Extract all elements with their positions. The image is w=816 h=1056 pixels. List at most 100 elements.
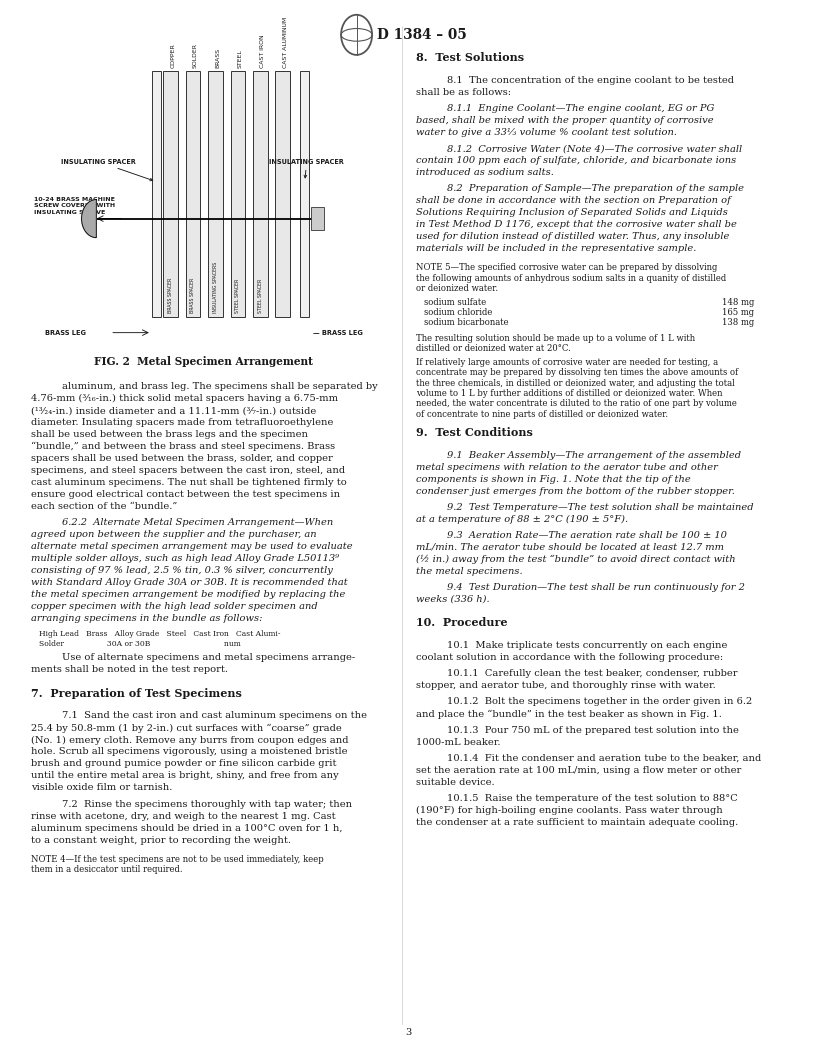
Text: set the aeration rate at 100 mL/min, using a flow meter or other: set the aeration rate at 100 mL/min, usi… <box>416 766 742 775</box>
Text: INSULATING SPACERS: INSULATING SPACERS <box>213 261 218 313</box>
Text: components is shown in Fig. 1. Note that the tip of the: components is shown in Fig. 1. Note that… <box>416 474 691 484</box>
Text: materials will be included in the representative sample.: materials will be included in the repres… <box>416 244 697 253</box>
Bar <box>276 71 290 317</box>
Text: 10.1.5  Raise the temperature of the test solution to 88°C: 10.1.5 Raise the temperature of the test… <box>447 794 738 803</box>
Text: If relatively large amounts of corrosive water are needed for testing, a: If relatively large amounts of corrosive… <box>416 358 718 367</box>
Text: SOLDER: SOLDER <box>193 42 198 68</box>
Text: diameter. Insulating spacers made from tetrafluoroethylene: diameter. Insulating spacers made from t… <box>31 418 334 428</box>
Text: sodium bicarbonate: sodium bicarbonate <box>424 319 509 327</box>
Text: 25.4 by 50.8-mm (1 by 2-in.) cut surfaces with “coarse” grade: 25.4 by 50.8-mm (1 by 2-in.) cut surface… <box>31 723 342 733</box>
Text: The resulting solution should be made up to a volume of 1 L with: The resulting solution should be made up… <box>416 334 695 343</box>
Text: in Test Method D 1176, except that the corrosive water shall be: in Test Method D 1176, except that the c… <box>416 220 737 229</box>
Text: or deionized water.: or deionized water. <box>416 284 499 293</box>
Text: coolant solution in accordance with the following procedure:: coolant solution in accordance with the … <box>416 653 724 662</box>
Text: arranging specimens in the bundle as follows:: arranging specimens in the bundle as fol… <box>31 615 263 623</box>
Text: concentrate may be prepared by dissolving ten times the above amounts of: concentrate may be prepared by dissolvin… <box>416 369 738 377</box>
Text: BRASS SPACER: BRASS SPACER <box>190 278 196 313</box>
Text: 9.  Test Conditions: 9. Test Conditions <box>416 427 533 437</box>
Text: CAST IRON: CAST IRON <box>260 34 265 68</box>
Text: 1000-mL beaker.: 1000-mL beaker. <box>416 737 501 747</box>
Text: multiple solder alloys, such as high lead Alloy Grade L50113⁹: multiple solder alloys, such as high lea… <box>31 554 339 563</box>
Text: 10-24 BRASS MACHINE
SCREW COVERED WITH
INSULATING SLEEVE: 10-24 BRASS MACHINE SCREW COVERED WITH I… <box>34 197 115 214</box>
Text: sodium chloride: sodium chloride <box>424 308 493 317</box>
Polygon shape <box>82 200 96 238</box>
Text: brush and ground pumice powder or fine silicon carbide grit: brush and ground pumice powder or fine s… <box>31 759 336 769</box>
Text: FIG. 2  Metal Specimen Arrangement: FIG. 2 Metal Specimen Arrangement <box>95 356 313 366</box>
Text: needed, the water concentrate is diluted to the ratio of one part by volume: needed, the water concentrate is diluted… <box>416 399 737 409</box>
Text: the metal specimen arrangement be modified by replacing the: the metal specimen arrangement be modifi… <box>31 590 345 599</box>
Text: spacers shall be used between the brass, solder, and copper: spacers shall be used between the brass,… <box>31 454 333 464</box>
Text: shall be as follows:: shall be as follows: <box>416 88 512 97</box>
Text: visible oxide film or tarnish.: visible oxide film or tarnish. <box>31 784 172 792</box>
Text: Solder                  30A or 30B                               num: Solder 30A or 30B num <box>39 640 241 648</box>
Text: water to give a 33⅓ volume % coolant test solution.: water to give a 33⅓ volume % coolant tes… <box>416 128 677 137</box>
Text: 7.2  Rinse the specimens thoroughly with tap water; then: 7.2 Rinse the specimens thoroughly with … <box>62 799 353 809</box>
Text: used for dilution instead of distilled water. Thus, any insoluble: used for dilution instead of distilled w… <box>416 232 730 241</box>
Text: rinse with acetone, dry, and weigh to the nearest 1 mg. Cast: rinse with acetone, dry, and weigh to th… <box>31 812 335 821</box>
Text: ensure good electrical contact between the test specimens in: ensure good electrical contact between t… <box>31 490 340 499</box>
Text: stopper, and aerator tube, and thoroughly rinse with water.: stopper, and aerator tube, and thoroughl… <box>416 681 716 691</box>
Text: — BRASS LEG: — BRASS LEG <box>313 329 363 336</box>
Text: STEEL: STEEL <box>237 49 243 68</box>
Text: until the entire metal area is bright, shiny, and free from any: until the entire metal area is bright, s… <box>31 772 339 780</box>
Text: STEEL SPACER: STEEL SPACER <box>258 279 263 313</box>
Text: and place the “bundle” in the test beaker as shown in Fig. 1.: and place the “bundle” in the test beake… <box>416 710 722 719</box>
Bar <box>186 71 200 317</box>
Text: BRASS: BRASS <box>215 48 220 68</box>
Text: 6.2.2  Alternate Metal Specimen Arrangement—When: 6.2.2 Alternate Metal Specimen Arrangeme… <box>62 518 333 527</box>
Text: COPPER: COPPER <box>171 43 175 68</box>
Text: copper specimen with the high lead solder specimen and: copper specimen with the high lead solde… <box>31 602 317 611</box>
Bar <box>163 71 178 317</box>
Text: Solutions Requiring Inclusion of Separated Solids and Liquids: Solutions Requiring Inclusion of Separat… <box>416 208 728 218</box>
Text: sodium sulfate: sodium sulfate <box>424 298 486 307</box>
Text: 8.1.2  Corrosive Water (Note 4)—The corrosive water shall: 8.1.2 Corrosive Water (Note 4)—The corro… <box>447 144 743 153</box>
Bar <box>253 71 268 317</box>
Text: 4.76-mm (³⁄₁₆-in.) thick solid metal spacers having a 6.75-mm: 4.76-mm (³⁄₁₆-in.) thick solid metal spa… <box>31 394 338 403</box>
Text: contain 100 ppm each of sulfate, chloride, and bicarbonate ions: contain 100 ppm each of sulfate, chlorid… <box>416 156 736 165</box>
Text: the three chemicals, in distilled or deionized water, and adjusting the total: the three chemicals, in distilled or dei… <box>416 379 735 388</box>
Text: “bundle,” and between the brass and steel specimens. Brass: “bundle,” and between the brass and stee… <box>31 442 335 452</box>
Text: (½ in.) away from the test “bundle” to avoid direct contact with: (½ in.) away from the test “bundle” to a… <box>416 554 736 564</box>
Text: based, shall be mixed with the proper quantity of corrosive: based, shall be mixed with the proper qu… <box>416 116 714 125</box>
Text: (190°F) for high-boiling engine coolants. Pass water through: (190°F) for high-boiling engine coolants… <box>416 806 723 815</box>
Text: CAST ALUMINUM: CAST ALUMINUM <box>282 17 288 68</box>
Text: shall be done in accordance with the section on Preparation of: shall be done in accordance with the sec… <box>416 196 731 205</box>
Text: metal specimens with relation to the aerator tube and other: metal specimens with relation to the aer… <box>416 463 718 472</box>
Text: BRASS SPACER: BRASS SPACER <box>168 278 173 313</box>
Text: 7.  Preparation of Test Specimens: 7. Preparation of Test Specimens <box>31 687 242 698</box>
Text: suitable device.: suitable device. <box>416 778 494 787</box>
Bar <box>230 71 245 317</box>
Text: 9.2  Test Temperature—The test solution shall be maintained: 9.2 Test Temperature—The test solution s… <box>447 503 754 512</box>
Text: 10.1.2  Bolt the specimens together in the order given in 6.2: 10.1.2 Bolt the specimens together in th… <box>447 697 752 706</box>
Bar <box>208 71 223 317</box>
Text: ments shall be noted in the test report.: ments shall be noted in the test report. <box>31 665 228 675</box>
Text: consisting of 97 % lead, 2.5 % tin, 0.3 % silver, concurrently: consisting of 97 % lead, 2.5 % tin, 0.3 … <box>31 566 333 576</box>
Text: hole. Scrub all specimens vigorously, using a moistened bristle: hole. Scrub all specimens vigorously, us… <box>31 748 348 756</box>
Text: 10.1.1  Carefully clean the test beaker, condenser, rubber: 10.1.1 Carefully clean the test beaker, … <box>447 670 738 678</box>
Text: STEEL SPACER: STEEL SPACER <box>235 279 241 313</box>
Text: 10.1.4  Fit the condenser and aeration tube to the beaker, and: 10.1.4 Fit the condenser and aeration tu… <box>447 754 761 762</box>
Text: High Lead   Brass   Alloy Grade   Steel   Cast Iron   Cast Alumi-: High Lead Brass Alloy Grade Steel Cast I… <box>39 630 281 638</box>
Text: 9.3  Aeration Rate—The aeration rate shall be 100 ± 10: 9.3 Aeration Rate—The aeration rate shal… <box>447 531 727 540</box>
Text: 138 mg: 138 mg <box>722 319 755 327</box>
Bar <box>152 71 161 317</box>
Text: the metal specimens.: the metal specimens. <box>416 567 523 576</box>
Text: 10.  Procedure: 10. Procedure <box>416 617 508 628</box>
Text: shall be used between the brass legs and the specimen: shall be used between the brass legs and… <box>31 430 308 439</box>
Text: the following amounts of anhydrous sodium salts in a quanity of distilled: the following amounts of anhydrous sodiu… <box>416 274 726 283</box>
Text: (¹³⁄₂₄-in.) inside diameter and a 11.11-mm (³⁄₇-in.) outside: (¹³⁄₂₄-in.) inside diameter and a 11.11-… <box>31 407 317 415</box>
Text: 148 mg: 148 mg <box>722 298 755 307</box>
Text: 10.1  Make triplicate tests concurrently on each engine: 10.1 Make triplicate tests concurrently … <box>447 641 728 650</box>
Text: INSULATING SPACER: INSULATING SPACER <box>61 158 153 181</box>
Text: aluminum specimens should be dried in a 100°C oven for 1 h,: aluminum specimens should be dried in a … <box>31 824 343 832</box>
Text: of concentrate to nine parts of distilled or deionized water.: of concentrate to nine parts of distille… <box>416 410 668 418</box>
Text: the condenser at a rate sufficient to maintain adequate cooling.: the condenser at a rate sufficient to ma… <box>416 818 738 827</box>
Text: aluminum, and brass leg. The specimens shall be separated by: aluminum, and brass leg. The specimens s… <box>62 382 378 391</box>
Bar <box>300 71 309 317</box>
Text: 165 mg: 165 mg <box>722 308 754 317</box>
Bar <box>311 207 324 230</box>
Text: 3: 3 <box>405 1029 411 1037</box>
Text: distilled or deionized water at 20°C.: distilled or deionized water at 20°C. <box>416 344 571 353</box>
Text: BRASS LEG: BRASS LEG <box>45 329 86 336</box>
Text: Use of alternate specimens and metal specimens arrange-: Use of alternate specimens and metal spe… <box>62 654 355 662</box>
